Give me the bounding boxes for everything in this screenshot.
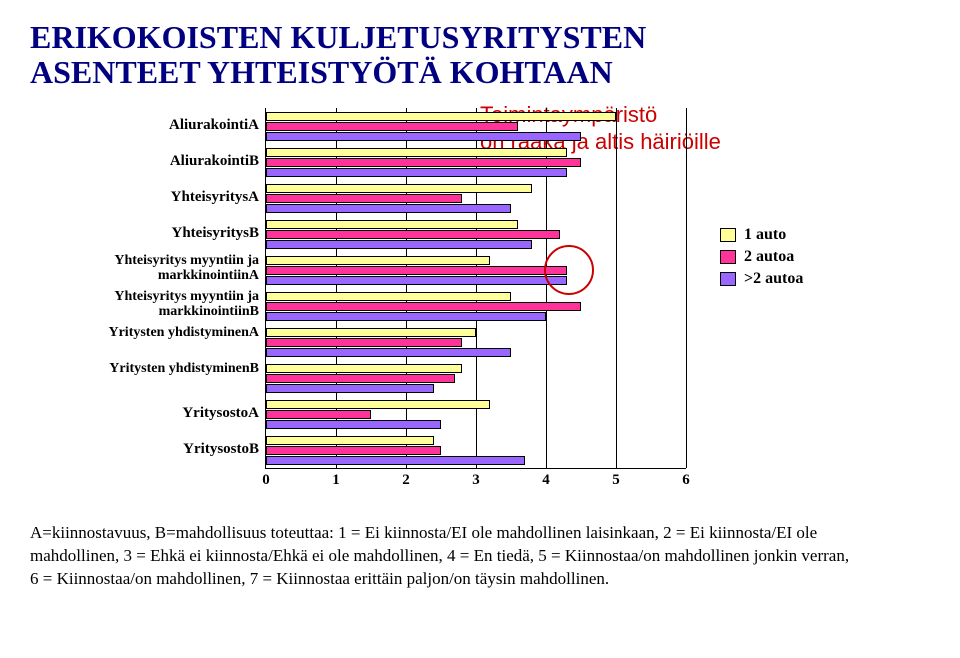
bar xyxy=(266,292,511,301)
bar xyxy=(266,256,490,265)
gridline xyxy=(686,108,687,468)
title-line-2: ASENTEET YHTEISTYÖTÄ KOHTAAN xyxy=(30,54,613,90)
bar xyxy=(266,240,532,249)
bar xyxy=(266,400,490,409)
bar xyxy=(266,230,560,239)
row-label: Yhteisyritys myyntiin ja markkinointiinA xyxy=(39,254,259,283)
row-label: Yritysten yhdistyminenB xyxy=(39,362,259,377)
bar xyxy=(266,112,616,121)
highlight-circle xyxy=(544,245,594,295)
bar xyxy=(266,420,441,429)
x-tick: 2 xyxy=(396,472,416,489)
gridline xyxy=(616,108,617,468)
bar xyxy=(266,374,455,383)
x-tick: 0 xyxy=(256,472,276,489)
legend-row: 2 autoa xyxy=(720,248,803,266)
bar xyxy=(266,168,567,177)
legend-swatch xyxy=(720,250,736,264)
legend-label: 2 autoa xyxy=(744,248,794,266)
bar xyxy=(266,312,546,321)
bar xyxy=(266,276,567,285)
bar xyxy=(266,220,518,229)
plot-area: 0123456 xyxy=(265,108,686,469)
legend-label: 1 auto xyxy=(744,226,786,244)
row-label: YhteisyritysB xyxy=(39,226,259,242)
row-label: YritysostoA xyxy=(39,406,259,422)
bar xyxy=(266,184,532,193)
legend: 1 auto 2 autoa >2 autoa xyxy=(720,226,803,292)
bar xyxy=(266,436,434,445)
row-label: AliurakointiA xyxy=(39,118,259,134)
row-label: YritysostoB xyxy=(39,442,259,458)
bar xyxy=(266,158,581,167)
bar xyxy=(266,194,462,203)
bar xyxy=(266,338,462,347)
bar xyxy=(266,148,567,157)
row-label: Yritysten yhdistyminenA xyxy=(39,326,259,341)
x-tick: 4 xyxy=(536,472,556,489)
bar xyxy=(266,364,462,373)
bar xyxy=(266,266,567,275)
bar xyxy=(266,456,525,465)
bar xyxy=(266,122,518,131)
legend-row: 1 auto xyxy=(720,226,803,244)
legend-swatch xyxy=(720,272,736,286)
x-tick: 1 xyxy=(326,472,346,489)
x-tick: 5 xyxy=(606,472,626,489)
bar xyxy=(266,410,371,419)
bar xyxy=(266,302,581,311)
row-label: AliurakointiB xyxy=(39,154,259,170)
x-tick: 6 xyxy=(676,472,696,489)
bar xyxy=(266,204,511,213)
legend-row: >2 autoa xyxy=(720,270,803,288)
legend-label: >2 autoa xyxy=(744,270,803,288)
bar xyxy=(266,348,511,357)
legend-swatch xyxy=(720,228,736,242)
page-title: ERIKOKOISTEN KULJETUSYRITYSTEN ASENTEET … xyxy=(30,20,930,90)
row-label: Yhteisyritys myyntiin ja markkinointiinB xyxy=(39,290,259,319)
caption: A=kiinnostavuus, B=mahdollisuus toteutta… xyxy=(30,522,850,591)
chart-container: Toimintaympäristö on raaka ja altis häir… xyxy=(30,108,930,508)
bar xyxy=(266,384,434,393)
row-label: YhteisyritysA xyxy=(39,190,259,206)
bar xyxy=(266,328,476,337)
y-axis-labels: AliurakointiA AliurakointiB YhteisyritysA Y… xyxy=(30,108,265,468)
bar xyxy=(266,132,581,141)
x-tick: 3 xyxy=(466,472,486,489)
title-line-1: ERIKOKOISTEN KULJETUSYRITYSTEN xyxy=(30,19,646,55)
bar xyxy=(266,446,441,455)
